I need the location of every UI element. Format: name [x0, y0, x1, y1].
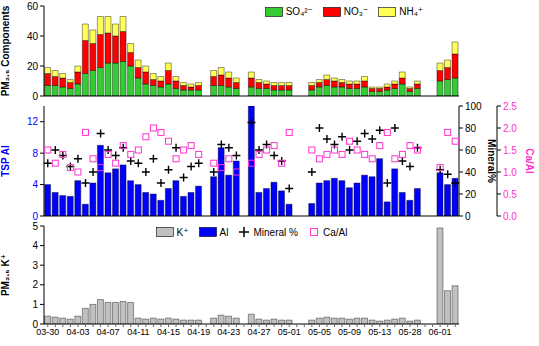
html-text:Mineral %: Mineral %: [253, 226, 298, 238]
svg-text:TSP Al: TSP Al: [8, 145, 11, 177]
svg-text:05-13: 05-13: [368, 327, 391, 337]
svg-text:05-28: 05-28: [398, 327, 421, 337]
svg-text:04-15: 04-15: [157, 327, 180, 337]
svg-text:03-30: 03-30: [36, 327, 59, 337]
svg-text:Ca/Al: Ca/Al: [524, 148, 531, 174]
svg-text:0: 0: [32, 319, 38, 330]
svg-text:8: 8: [32, 148, 38, 159]
svg-text:04-23: 04-23: [217, 327, 240, 337]
svg-text:60: 60: [465, 145, 477, 156]
svg-text:40: 40: [27, 31, 39, 42]
svg-text:PM₂.₅ Components: PM₂.₅ Components: [8, 5, 11, 96]
svg-text:04-19: 04-19: [187, 327, 210, 337]
svg-text:0: 0: [32, 91, 38, 100]
svg-text:05-09: 05-09: [338, 327, 361, 337]
svg-text:1.0: 1.0: [503, 167, 517, 178]
svg-text:40: 40: [465, 167, 477, 178]
html-text:NO₃⁻: NO₃⁻: [343, 6, 369, 17]
svg-text:05-01: 05-01: [278, 327, 301, 337]
svg-text:05-05: 05-05: [308, 327, 331, 337]
svg-text:04-11: 04-11: [127, 327, 149, 337]
svg-text:2: 2: [32, 279, 38, 290]
svg-text:2.0: 2.0: [503, 123, 517, 134]
svg-text:04-07: 04-07: [97, 327, 120, 337]
svg-text:4: 4: [32, 240, 38, 251]
svg-text:2.5: 2.5: [503, 101, 517, 112]
svg-text:1: 1: [32, 299, 38, 310]
svg-text:04-27: 04-27: [248, 327, 271, 337]
svg-text:5: 5: [32, 221, 38, 232]
html-text:K⁺: K⁺: [176, 226, 189, 238]
html-text:SO₄²⁻: SO₄²⁻: [285, 6, 313, 17]
svg-text:0.5: 0.5: [503, 189, 517, 200]
svg-text:4: 4: [32, 179, 38, 190]
svg-text:Mineral%: Mineral%: [486, 139, 497, 183]
svg-text:60: 60: [27, 1, 39, 12]
svg-text:1.5: 1.5: [503, 145, 517, 156]
svg-text:0: 0: [32, 211, 38, 220]
svg-text:100: 100: [465, 101, 482, 112]
svg-text:20: 20: [465, 189, 477, 200]
html-text:Al: Al: [219, 226, 229, 238]
svg-text:80: 80: [465, 123, 477, 134]
html-text:NH₄⁺: NH₄⁺: [399, 6, 423, 17]
html-text:Ca/Al: Ca/Al: [322, 226, 348, 238]
svg-text:06-01: 06-01: [429, 327, 452, 337]
svg-text:20: 20: [27, 61, 39, 72]
svg-text:0.0: 0.0: [503, 211, 517, 220]
svg-text:04-03: 04-03: [66, 327, 89, 337]
svg-text:0: 0: [465, 211, 471, 220]
svg-text:12: 12: [27, 116, 39, 127]
svg-text:3: 3: [32, 260, 38, 271]
svg-text:PM₂.₅ K⁺: PM₂.₅ K⁺: [8, 254, 11, 296]
